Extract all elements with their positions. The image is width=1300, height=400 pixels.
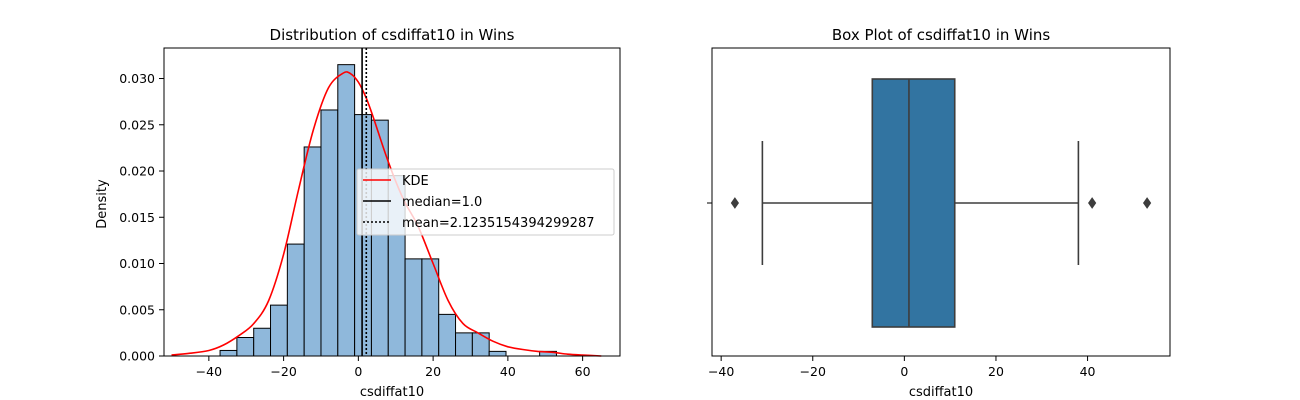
hist-y-axis-label: Density — [95, 179, 110, 229]
hist-bar — [404, 258, 423, 357]
legend: KDE median=1.0 mean=2.1235154394299287 — [356, 168, 615, 236]
hist-x-tick-label: 20 — [425, 364, 441, 379]
outlier-point — [730, 197, 740, 209]
hist-y-ticks: 0.000 0.005 0.010 0.015 0.020 0.025 0.030 — [119, 71, 164, 364]
hist-bar — [270, 304, 288, 357]
hist-bar — [438, 313, 457, 357]
hist-bar — [320, 109, 339, 357]
hist-title: Distribution of csdiffat10 in Wins — [270, 26, 515, 44]
hist-x-tick-label: 60 — [575, 364, 591, 379]
hist-bar — [471, 332, 490, 357]
kde-curve — [171, 71, 602, 357]
hist-bar — [488, 350, 507, 357]
hist-bar — [219, 349, 238, 357]
hist-x-tick-label: −20 — [270, 364, 296, 379]
hist-y-tick-label: 0.010 — [119, 256, 155, 271]
legend-mean-label: mean=2.1235154394299287 — [402, 216, 595, 231]
box-x-axis-label: csdiffat10 — [909, 385, 973, 400]
outlier-point — [1088, 197, 1097, 209]
box-x-ticks: −40 −20 0 20 40 — [708, 356, 1096, 379]
hist-y-tick-label: 0.015 — [119, 210, 155, 225]
boxplot-panel: Box Plot of csdiffat10 in Wins −40 −20 0 20… — [707, 26, 1171, 400]
hist-x-ticks: −40 −20 0 20 40 60 — [196, 356, 591, 379]
hist-bar — [253, 327, 272, 357]
hist-bar — [337, 64, 356, 357]
hist-y-tick-label: 0.020 — [119, 164, 155, 179]
hist-y-tick-label: 0.005 — [119, 302, 155, 317]
hist-x-tick-label: 40 — [500, 364, 516, 379]
hist-bar — [455, 332, 473, 357]
hist-bar — [303, 146, 322, 357]
legend-box — [356, 168, 615, 236]
box-x-tick-label: −20 — [800, 364, 826, 379]
hist-bar — [286, 243, 305, 357]
hist-y-tick-label: 0.000 — [119, 349, 155, 364]
hist-y-tick-label: 0.030 — [119, 71, 155, 86]
hist-x-tick-label: 0 — [354, 364, 362, 379]
hist-x-tick-label: −40 — [196, 364, 222, 379]
box-title: Box Plot of csdiffat10 in Wins — [832, 26, 1051, 44]
hist-y-tick-label: 0.025 — [119, 117, 155, 132]
box-x-tick-label: 20 — [988, 364, 1004, 379]
box-elements — [730, 78, 1152, 328]
histogram-panel: Distribution of csdiffat10 in Wins −40 −2… — [95, 26, 621, 400]
outlier-point — [1142, 197, 1152, 209]
hist-plot-frame — [163, 47, 621, 357]
box-x-tick-label: 0 — [900, 364, 908, 379]
hist-bar — [236, 337, 255, 357]
box-x-tick-label: 40 — [1080, 364, 1096, 379]
legend-kde-label: KDE — [402, 174, 429, 189]
box-x-tick-label: −40 — [708, 364, 734, 379]
hist-x-axis-label: csdiffat10 — [360, 385, 424, 400]
box-plot-frame — [711, 47, 1171, 357]
iqr-box — [871, 78, 956, 328]
legend-median-label: median=1.0 — [402, 195, 482, 210]
